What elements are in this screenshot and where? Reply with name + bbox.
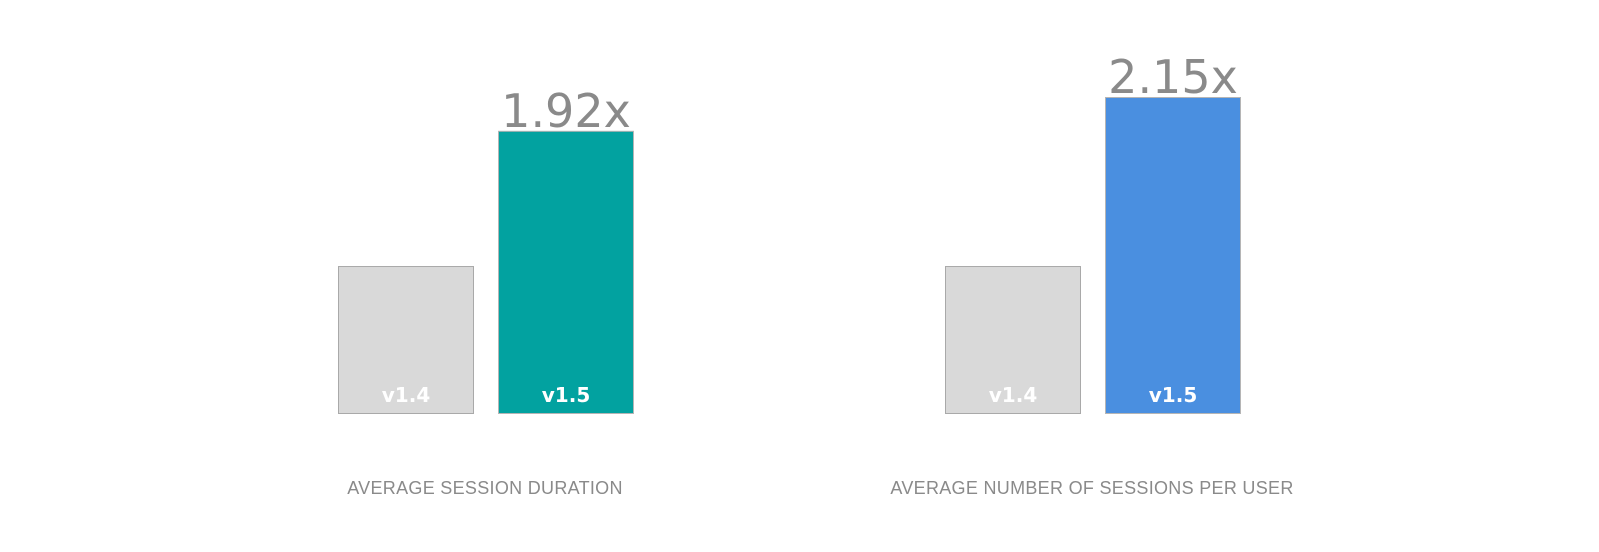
chart-2: v1.4 v1.5 2.15x AVERAGE NUMBER OF SESSIONS …	[890, 50, 1293, 498]
bar-v1-4	[945, 266, 1081, 414]
multiplier-label: 1.92x	[501, 84, 631, 138]
chart-category-label: AVERAGE NUMBER OF SESSIONS PER USER	[890, 478, 1293, 498]
bar-v1-5	[498, 130, 634, 414]
chart-category-label: AVERAGE SESSION DURATION	[347, 478, 623, 498]
bar-v1-4	[338, 266, 474, 414]
chart-1: v1.4 v1.5 1.92x AVERAGE SESSION DURATION	[338, 84, 634, 498]
bar-label-v1-5: v1.5	[542, 383, 590, 407]
bar-label-v1-5: v1.5	[1149, 383, 1197, 407]
bar-label-v1-4: v1.4	[382, 383, 430, 407]
bar-label-v1-4: v1.4	[989, 383, 1037, 407]
bar-v1-5	[1105, 97, 1241, 414]
multiplier-label: 2.15x	[1108, 50, 1238, 104]
